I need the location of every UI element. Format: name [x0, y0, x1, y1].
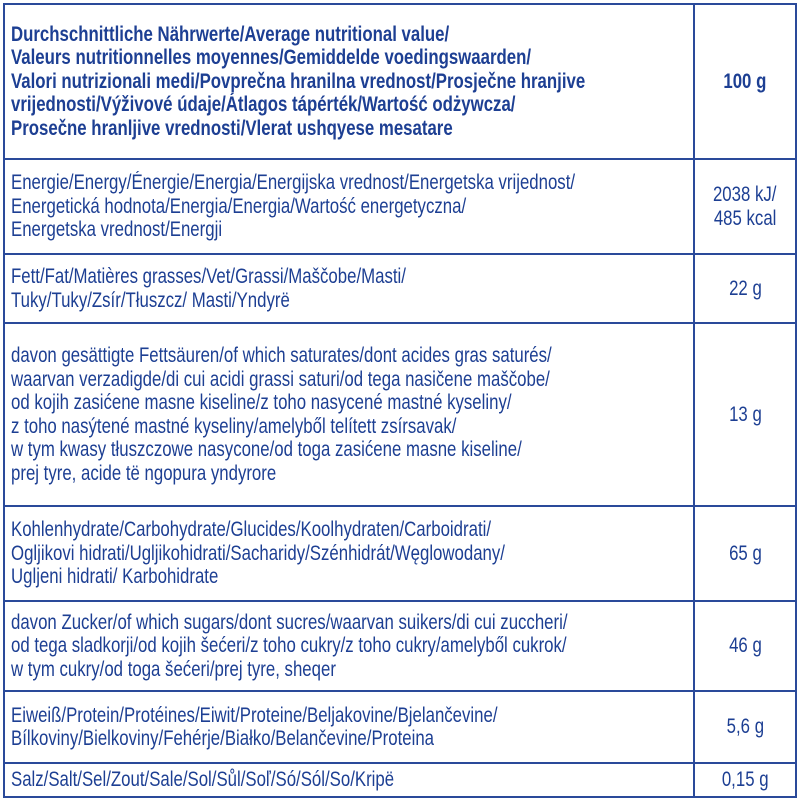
nutrient-name: davon Zucker/of which sugars/dont sucres…: [3, 600, 695, 692]
text-line: Energie/Energy/Énergie/Energia/Energijsk…: [11, 171, 687, 195]
text-line: Valori nutrizionali medi/Povprečna hrani…: [11, 70, 687, 94]
text-line: 5,6 g: [701, 715, 789, 739]
nutrient-value: 13 g: [693, 322, 797, 507]
text: Valori nutrizionali medi/Povprečna hrani…: [11, 69, 586, 93]
text-line: Valeurs nutritionnelles moyennes/Gemidde…: [11, 46, 687, 70]
text-line: od kojih zasićene masne kiseline/z toho …: [11, 391, 687, 415]
nutrient-name: Durchschnittliche Nährwerte/Average nutr…: [3, 3, 695, 160]
nutrient-name: Eiweiß/Protein/Protéines/Eiwit/Proteine/…: [3, 690, 695, 764]
text-line: Eiweiß/Protein/Protéines/Eiwit/Proteine/…: [11, 704, 687, 728]
text-line: davon gesättigte Fettsäuren/of which sat…: [11, 344, 687, 368]
text: w tym cukry/od toga šećeri/prej tyre, sh…: [11, 657, 336, 681]
nutrition-table: Durchschnittliche Nährwerte/Average nutr…: [3, 3, 797, 798]
text-line: 65 g: [701, 542, 789, 566]
text-line: 0,15 g: [701, 768, 789, 792]
text: Energetska vrednost/Energji: [11, 218, 223, 242]
nutrient-row: Kohlenhydrate/Carbohydrate/Glucides/Kool…: [3, 505, 797, 602]
nutrient-value: 65 g: [693, 505, 797, 602]
nutrient-value: 2038 kJ/485 kcal: [693, 158, 797, 255]
text: 2038 kJ/: [713, 183, 777, 206]
text: Energie/Energy/Énergie/Energia/Energijsk…: [11, 171, 576, 195]
text-line: 100 g: [701, 70, 789, 94]
nutrient-name: Salz/Salt/Sel/Zout/Sale/Sol/Sůl/Soľ/Só/S…: [3, 762, 695, 798]
text: Prosečne hranljive vrednosti/Vlerat ushq…: [11, 116, 453, 140]
nutrition-table-wrap: Durchschnittliche Nährwerte/Average nutr…: [3, 3, 797, 798]
text: Fett/Fat/Matières grasses/Vet/Grassi/Maš…: [11, 265, 406, 288]
nutrient-value: 0,15 g: [693, 762, 797, 798]
nutrient-row: davon Zucker/of which sugars/dont sucres…: [3, 600, 797, 692]
text: 13 g: [728, 402, 762, 426]
nutrient-value: 22 g: [693, 253, 797, 324]
text-line: Ugljeni hidrati/ Karbohidrate: [11, 565, 687, 589]
text: 22 g: [728, 276, 762, 300]
text: Kohlenhydrate/Carbohydrate/Glucides/Kool…: [11, 518, 492, 542]
nutrient-name: davon gesättigte Fettsäuren/of which sat…: [3, 322, 695, 507]
text: od kojih zasićene masne kiseline/z toho …: [11, 391, 512, 414]
text-line: Tuky/Tuky/Zsír/Tłuszcz/ Masti/Yndyrë: [11, 289, 687, 313]
text: Ogljikovi hidrati/Ugljikohidrati/Sachari…: [11, 541, 505, 565]
text-line: Durchschnittliche Nährwerte/Average nutr…: [11, 23, 687, 47]
text: w tym kwasy tłuszczowe nasycone/od toga …: [11, 438, 522, 461]
text-line: 13 g: [701, 403, 789, 427]
nutrient-row: Fett/Fat/Matières grasses/Vet/Grassi/Maš…: [3, 253, 797, 324]
text-line: waarvan verzadigde/di cui acidi grassi s…: [11, 368, 687, 392]
text: z toho nasýtené mastné kyseliny/amelyből…: [11, 414, 457, 438]
nutrient-name: Kohlenhydrate/Carbohydrate/Glucides/Kool…: [3, 505, 695, 602]
text: Energetická hodnota/Energia/Energia/Wart…: [11, 194, 467, 218]
text-line: 46 g: [701, 634, 789, 658]
text-line: Kohlenhydrate/Carbohydrate/Glucides/Kool…: [11, 518, 687, 542]
text-line: prej tyre, acide të ngopura yndyrore: [11, 462, 687, 486]
text-line: Prosečne hranljive vrednosti/Vlerat ushq…: [11, 117, 687, 141]
nutrient-row: Eiweiß/Protein/Protéines/Eiwit/Proteine/…: [3, 690, 797, 764]
text-line: w tym cukry/od toga šećeri/prej tyre, sh…: [11, 658, 687, 682]
text: davon Zucker/of which sugars/dont sucres…: [11, 610, 568, 634]
text-line: Bílkoviny/Bielkoviny/Fehérje/Białko/Bela…: [11, 727, 687, 751]
text-line: vrijednosti/Výživové údaje/Átlagos tápér…: [11, 93, 687, 117]
nutrient-row: Energie/Energy/Énergie/Energia/Energijsk…: [3, 158, 797, 255]
text-line: od tega sladkorji/od kojih šećeri/z toho…: [11, 634, 687, 658]
text: Bílkoviny/Bielkoviny/Fehérje/Białko/Bela…: [11, 727, 435, 750]
header-row: Durchschnittliche Nährwerte/Average nutr…: [3, 3, 797, 160]
table-body: Durchschnittliche Nährwerte/Average nutr…: [3, 3, 797, 798]
text-line: Energetska vrednost/Energji: [11, 218, 687, 242]
text: 485 kcal: [713, 206, 777, 230]
nutrient-name: Energie/Energy/Énergie/Energia/Energijsk…: [3, 158, 695, 255]
text: 5,6 g: [726, 715, 764, 739]
text-line: davon Zucker/of which sugars/dont sucres…: [11, 611, 687, 635]
text-line: 2038 kJ/: [701, 183, 789, 207]
text: Durchschnittliche Nährwerte/Average nutr…: [11, 22, 450, 46]
text: waarvan verzadigde/di cui acidi grassi s…: [11, 367, 550, 391]
text: davon gesättigte Fettsäuren/of which sat…: [11, 344, 552, 367]
text-line: z toho nasýtené mastné kyseliny/amelyből…: [11, 415, 687, 439]
text: 100 g: [723, 69, 767, 93]
text: 46 g: [728, 634, 762, 658]
text: vrijednosti/Výživové údaje/Átlagos tápér…: [11, 93, 516, 117]
nutrient-row: davon gesättigte Fettsäuren/of which sat…: [3, 322, 797, 507]
text: Eiweiß/Protein/Protéines/Eiwit/Proteine/…: [11, 703, 498, 727]
text-line: Energetická hodnota/Energia/Energia/Wart…: [11, 195, 687, 219]
text: 65 g: [728, 541, 762, 565]
text: Salz/Salt/Sel/Zout/Sale/Sol/Sůl/Soľ/Só/S…: [11, 768, 395, 792]
text: Valeurs nutritionnelles moyennes/Gemidde…: [11, 46, 532, 70]
text-line: 22 g: [701, 277, 789, 301]
nutrient-row: Salz/Salt/Sel/Zout/Sale/Sol/Sůl/Soľ/Só/S…: [3, 762, 797, 798]
text-line: 485 kcal: [701, 207, 789, 231]
nutrient-value: 46 g: [693, 600, 797, 692]
text-line: Salz/Salt/Sel/Zout/Sale/Sol/Sůl/Soľ/Só/S…: [11, 768, 687, 792]
nutrient-name: Fett/Fat/Matières grasses/Vet/Grassi/Maš…: [3, 253, 695, 324]
text-line: w tym kwasy tłuszczowe nasycone/od toga …: [11, 438, 687, 462]
text: 0,15 g: [721, 768, 769, 792]
nutrient-value: 100 g: [693, 3, 797, 160]
nutrient-value: 5,6 g: [693, 690, 797, 764]
text: Tuky/Tuky/Zsír/Tłuszcz/ Masti/Yndyrë: [11, 288, 290, 312]
text-line: Fett/Fat/Matières grasses/Vet/Grassi/Maš…: [11, 265, 687, 289]
text: Ugljeni hidrati/ Karbohidrate: [11, 565, 219, 589]
text: prej tyre, acide të ngopura yndyrore: [11, 461, 277, 485]
text: od tega sladkorji/od kojih šećeri/z toho…: [11, 634, 567, 658]
text-line: Ogljikovi hidrati/Ugljikohidrati/Sachari…: [11, 542, 687, 566]
